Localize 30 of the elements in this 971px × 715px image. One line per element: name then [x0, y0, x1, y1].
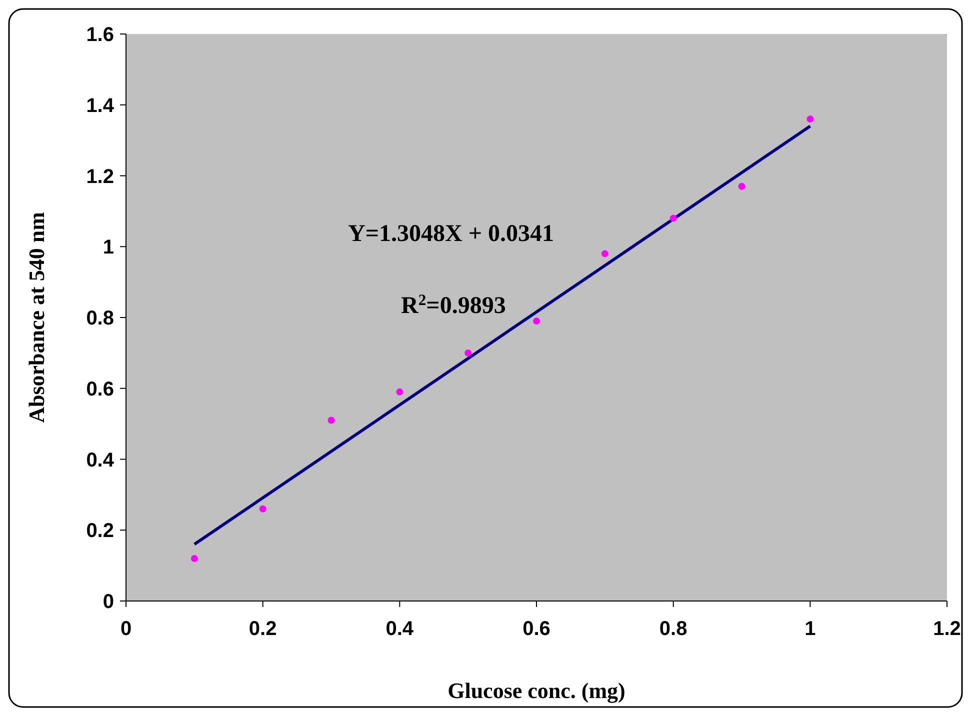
point: [190, 554, 198, 562]
point: [396, 388, 404, 396]
x-tick-label: 0.6: [522, 618, 550, 640]
y-tick-label: 0: [102, 591, 114, 614]
x-tick-label: 1: [804, 618, 816, 640]
y-tick-label: 1.6: [86, 24, 114, 46]
point: [806, 116, 814, 123]
x-tick-label: 0.8: [659, 618, 688, 640]
point: [328, 416, 335, 424]
point: [533, 318, 540, 325]
y-tick-label: 1.2: [86, 166, 114, 188]
x-tick-label: 0.2: [248, 618, 277, 640]
point: [259, 505, 266, 512]
x-tick-label: 0.4: [386, 618, 414, 640]
x-axis-title: Glucose conc. (mg): [448, 678, 626, 703]
y-tick-label: 0.2: [86, 520, 114, 542]
y-tick-label: 0.6: [86, 378, 114, 400]
point: [601, 250, 608, 258]
y-tick-label: 0.4: [86, 449, 115, 472]
annotation: R$^{2}$=0.9893: [401, 292, 506, 319]
x-tick-label: 1.2: [933, 618, 961, 640]
y-tick-label: 1: [102, 236, 114, 259]
y-axis-title: Absorbance at 540 nm: [24, 212, 49, 423]
y-tick-label: 1.4: [86, 94, 115, 117]
point: [670, 214, 677, 222]
point: [738, 182, 746, 190]
annotation: Y=1.3048X + 0.0341: [348, 221, 554, 247]
point: [464, 349, 472, 356]
y-tick-label: 0.8: [86, 308, 114, 330]
x-tick-label: 0: [120, 618, 132, 640]
